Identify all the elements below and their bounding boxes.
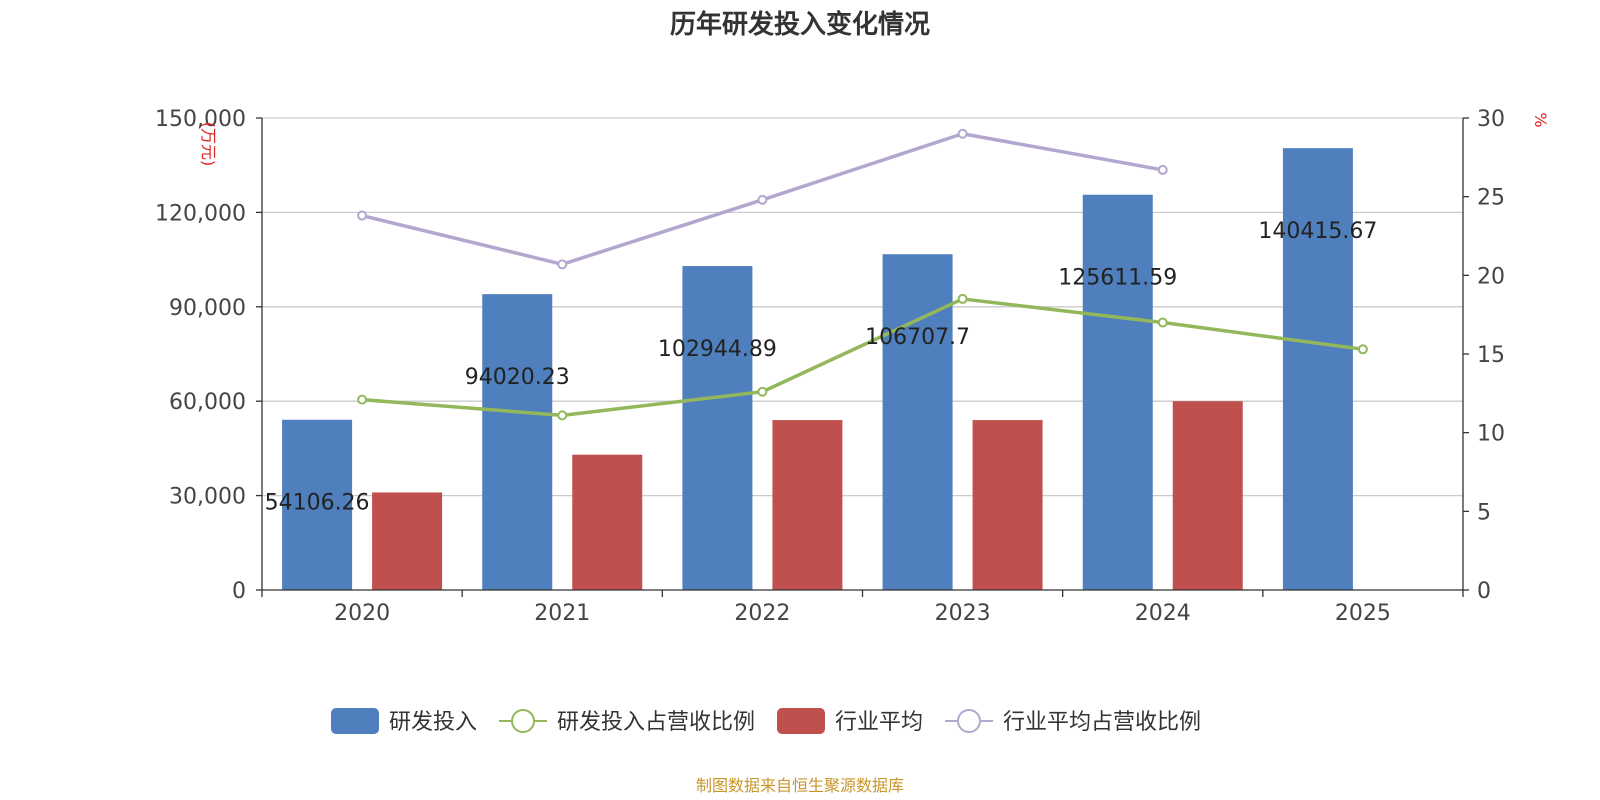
bar-1-2024	[1172, 401, 1243, 590]
line-point-0-0	[357, 394, 368, 405]
bar-1-2021	[572, 454, 643, 590]
y-left-tick-label: 90,000	[169, 296, 246, 321]
legend-marker-3	[957, 709, 981, 733]
x-tick-label: 2023	[935, 601, 991, 626]
source-note: 制图数据来自恒生聚源数据库	[696, 776, 904, 795]
bar-0-2024	[1082, 194, 1153, 591]
line-point-1-4	[1157, 164, 1168, 175]
legend-label-3: 行业平均占营收比例	[1003, 710, 1201, 735]
line-point-0-3	[957, 293, 968, 304]
y-right-unit-label: %	[1531, 112, 1550, 127]
bar-1-2023	[972, 420, 1043, 590]
legend-label-1: 研发投入占营收比例	[557, 710, 755, 735]
line-point-1-2	[757, 194, 768, 205]
legend-swatch-0	[331, 708, 379, 734]
line-0	[361, 297, 1364, 418]
data-label-2024: 125611.59	[1058, 266, 1177, 291]
y-right-tick-label: 5	[1477, 500, 1491, 525]
bar-1-2022	[772, 420, 843, 590]
y-left-tick-label: 0	[232, 579, 246, 604]
bar-series	[282, 148, 1353, 591]
x-tick-label: 2025	[1335, 601, 1391, 626]
data-label-2022: 102944.89	[658, 337, 777, 362]
data-label-2023: 106707.7	[865, 325, 970, 350]
line-point-1-3	[957, 128, 968, 139]
line-point-0-4	[1157, 317, 1168, 328]
data-label-2025: 140415.67	[1258, 219, 1377, 244]
y-right-tick-label: 10	[1477, 422, 1505, 447]
axes: 0 30,000 60,000 90,000 120,000 150,000 0 5 10 15 2…	[155, 107, 1550, 626]
bar-0-2020	[282, 419, 353, 590]
legend-label-0: 研发投入	[389, 710, 477, 735]
chart-title: 历年研发投入变化情况	[670, 9, 930, 40]
line-point-1-1	[557, 259, 568, 270]
y-left-unit-label: (万元)	[199, 122, 218, 167]
y-left-tick-label: 120,000	[155, 201, 246, 226]
line-series	[357, 128, 1368, 421]
x-tick-label: 2021	[534, 601, 590, 626]
y-right-tick-label: 25	[1477, 186, 1505, 211]
bar-1-2020	[372, 492, 443, 590]
line-point-0-5	[1357, 344, 1368, 355]
bar-0-2021	[482, 294, 553, 590]
data-labels: 54106.26 94020.23 102944.89 106707.7 125611.…	[265, 219, 1378, 516]
x-tick-label: 2022	[734, 601, 790, 626]
y-right-tick-label: 30	[1477, 107, 1505, 132]
y-left-tick-label: 30,000	[169, 485, 246, 510]
bar-0-2025	[1282, 148, 1353, 590]
legend-swatch-2	[777, 708, 825, 734]
legend-label-2: 行业平均	[835, 710, 923, 735]
line-point-0-1	[557, 410, 568, 421]
y-right-tick-label: 0	[1477, 579, 1491, 604]
data-label-2020: 54106.26	[265, 491, 370, 516]
line-point-1-0	[357, 210, 368, 221]
y-left-tick-label: 150,000	[155, 107, 246, 132]
x-tick-label: 2020	[334, 601, 390, 626]
y-left-tick-label: 60,000	[169, 390, 246, 415]
legend: 研发投入 研发投入占营收比例 行业平均 行业平均占营收比例	[331, 708, 1201, 735]
x-tick-label: 2024	[1135, 601, 1191, 626]
grid-lines	[262, 117, 1463, 497]
legend-marker-1	[511, 709, 535, 733]
bar-0-2023	[882, 254, 953, 590]
bar-0-2022	[682, 266, 753, 590]
line-point-0-2	[757, 386, 768, 397]
y-right-tick-label: 20	[1477, 264, 1505, 289]
data-label-2021: 94020.23	[465, 365, 570, 390]
y-right-tick-label: 15	[1477, 343, 1505, 368]
